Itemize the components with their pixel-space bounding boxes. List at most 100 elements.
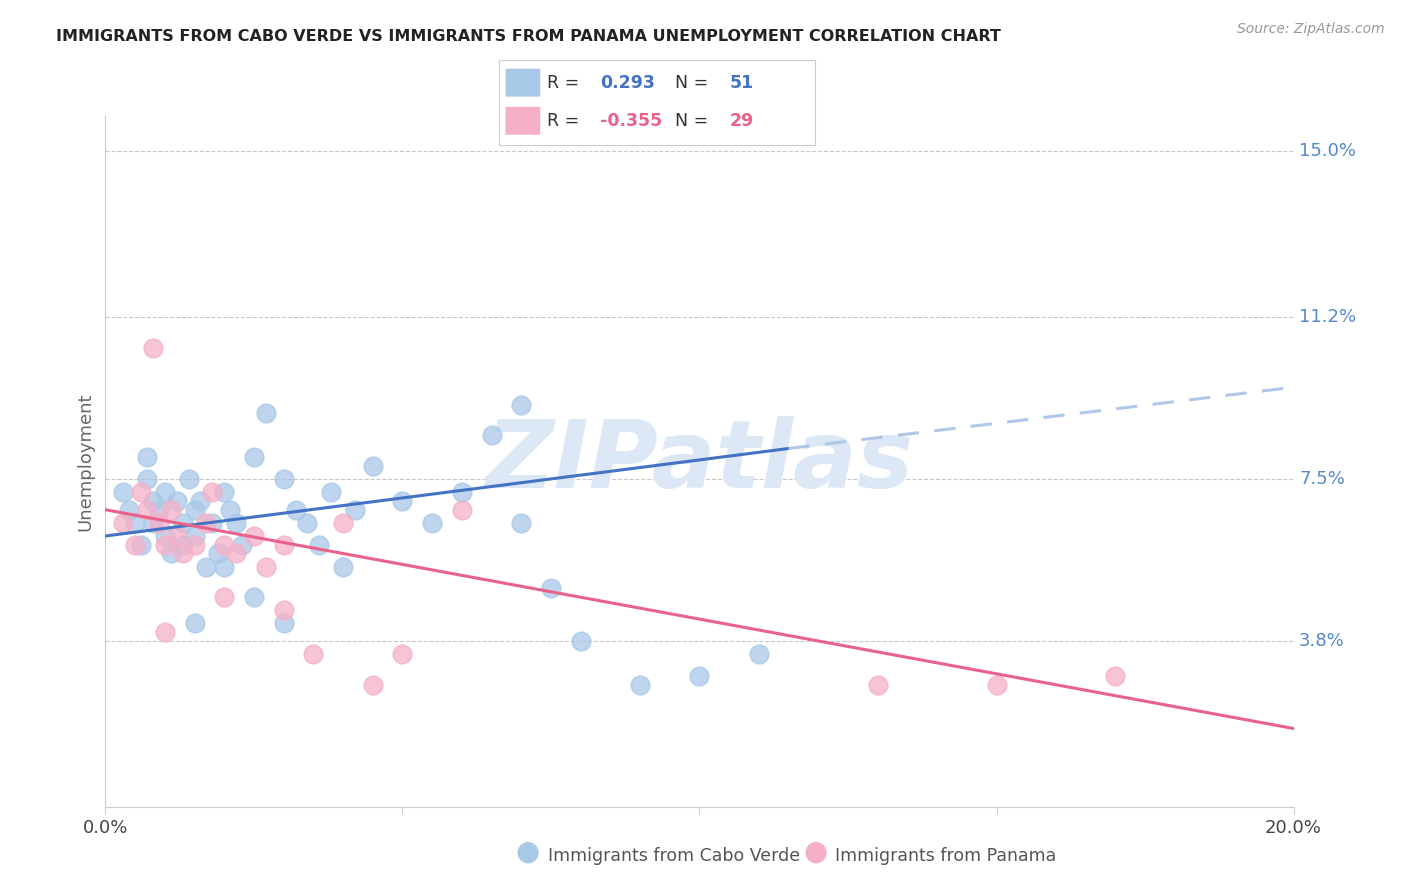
Text: Immigrants from Cabo Verde: Immigrants from Cabo Verde — [548, 847, 800, 865]
Text: N =: N = — [664, 112, 713, 129]
Point — [153, 625, 176, 640]
Point — [124, 516, 146, 530]
Point — [136, 472, 159, 486]
Text: R =: R = — [547, 112, 585, 129]
Point — [118, 502, 141, 516]
Point — [177, 472, 200, 486]
Point — [450, 485, 472, 500]
Text: 0.293: 0.293 — [600, 74, 655, 92]
Point — [166, 494, 188, 508]
Text: N =: N = — [664, 74, 713, 92]
Point — [129, 538, 152, 552]
Point — [450, 502, 472, 516]
Point — [112, 516, 135, 530]
Point — [172, 516, 194, 530]
Point — [153, 529, 176, 543]
Point — [142, 494, 165, 508]
Text: IMMIGRANTS FROM CABO VERDE VS IMMIGRANTS FROM PANAMA UNEMPLOYMENT CORRELATION CH: IMMIGRANTS FROM CABO VERDE VS IMMIGRANTS… — [56, 29, 1001, 44]
Point — [225, 547, 247, 561]
Point — [332, 516, 354, 530]
Point — [166, 529, 188, 543]
Text: ●: ● — [515, 838, 540, 865]
Point — [129, 485, 152, 500]
Text: ●: ● — [803, 838, 828, 865]
Point — [986, 678, 1008, 692]
Point — [540, 582, 562, 596]
Point — [201, 485, 224, 500]
Point — [343, 502, 366, 516]
Point — [172, 547, 194, 561]
Text: Source: ZipAtlas.com: Source: ZipAtlas.com — [1237, 22, 1385, 37]
Point — [172, 538, 194, 552]
Point — [748, 647, 770, 661]
Point — [214, 591, 236, 605]
Text: 7.5%: 7.5% — [1299, 470, 1346, 488]
Point — [112, 485, 135, 500]
Point — [190, 494, 212, 508]
Point — [361, 458, 384, 473]
Point — [391, 647, 413, 661]
FancyBboxPatch shape — [506, 107, 540, 135]
Point — [124, 538, 146, 552]
Point — [214, 559, 236, 574]
Point — [195, 516, 218, 530]
Point — [866, 678, 889, 692]
Point — [153, 485, 176, 500]
Point — [243, 591, 266, 605]
Point — [159, 547, 181, 561]
Point — [284, 502, 307, 516]
Point — [183, 502, 205, 516]
Text: ZIPatlas: ZIPatlas — [485, 416, 914, 508]
Point — [510, 398, 533, 412]
Point — [214, 538, 236, 552]
Point — [159, 502, 181, 516]
Point — [569, 634, 592, 648]
Text: R =: R = — [547, 74, 585, 92]
Point — [214, 485, 236, 500]
Point — [689, 669, 711, 683]
Point — [273, 616, 295, 631]
Point — [1104, 669, 1126, 683]
Point — [148, 516, 170, 530]
Point — [225, 516, 247, 530]
Point — [183, 616, 205, 631]
Point — [332, 559, 354, 574]
Point — [201, 516, 224, 530]
Point — [136, 502, 159, 516]
Point — [273, 603, 295, 617]
Point — [273, 472, 295, 486]
Point — [361, 678, 384, 692]
Point — [273, 538, 295, 552]
Point — [243, 450, 266, 465]
Point — [254, 407, 277, 421]
FancyBboxPatch shape — [506, 69, 540, 96]
Point — [297, 516, 319, 530]
Point — [243, 529, 266, 543]
Point — [183, 538, 205, 552]
Y-axis label: Unemployment: Unemployment — [76, 392, 94, 531]
Point — [510, 516, 533, 530]
Text: 3.8%: 3.8% — [1299, 632, 1346, 650]
Text: 29: 29 — [730, 112, 754, 129]
Point — [195, 559, 218, 574]
Point — [481, 428, 503, 442]
Point — [153, 538, 176, 552]
Point — [142, 341, 165, 355]
Point — [207, 547, 229, 561]
Text: 51: 51 — [730, 74, 754, 92]
Point — [148, 502, 170, 516]
Text: -0.355: -0.355 — [600, 112, 662, 129]
Point — [254, 559, 277, 574]
Point — [308, 538, 330, 552]
Point — [321, 485, 343, 500]
Point — [183, 529, 205, 543]
Text: Immigrants from Panama: Immigrants from Panama — [835, 847, 1056, 865]
Text: 11.2%: 11.2% — [1299, 309, 1357, 326]
Point — [420, 516, 443, 530]
Point — [391, 494, 413, 508]
Point — [136, 450, 159, 465]
Point — [628, 678, 651, 692]
Point — [219, 502, 242, 516]
Point — [231, 538, 253, 552]
Text: 15.0%: 15.0% — [1299, 142, 1357, 160]
